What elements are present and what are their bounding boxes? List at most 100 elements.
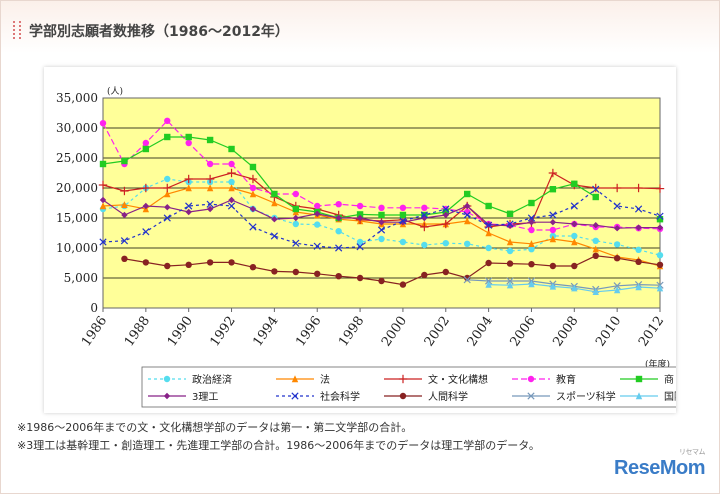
marker-part — [99, 238, 107, 246]
data-point — [377, 226, 386, 234]
marker-part — [291, 392, 299, 400]
data-point — [271, 268, 278, 275]
data-point — [463, 276, 471, 284]
data-point — [120, 237, 129, 245]
data-point — [356, 211, 364, 218]
marker-part — [527, 392, 535, 400]
legend-label: 国際教養 — [664, 390, 676, 403]
footnote-2: ※3理工は基幹理工・創造理工・先進理工学部の合計。1986〜2006年までのデー… — [17, 439, 540, 452]
data-point — [399, 281, 407, 288]
data-point — [335, 214, 342, 222]
legend-marker — [635, 392, 643, 400]
data-point — [592, 245, 599, 253]
data-point — [528, 246, 535, 253]
data-point — [142, 202, 150, 210]
data-point — [206, 160, 214, 168]
data-point — [549, 235, 557, 243]
data-point — [185, 202, 193, 210]
marker-part — [484, 221, 493, 229]
legend-label: 商 — [664, 373, 674, 386]
data-point — [292, 239, 300, 247]
marker-part — [227, 202, 236, 210]
data-point — [591, 183, 600, 193]
data-point — [249, 205, 257, 213]
data-point — [656, 284, 664, 292]
data-point — [292, 268, 300, 276]
data-point — [463, 190, 471, 198]
x-tick-label: 2010 — [593, 314, 624, 350]
x-tick-label: 1994 — [250, 314, 281, 350]
data-point — [271, 199, 278, 207]
legend-item: 国際教養 — [620, 390, 676, 403]
data-point — [421, 271, 428, 279]
data-point — [228, 160, 235, 168]
legend-item: スポーツ科学 — [512, 390, 616, 403]
data-point — [121, 157, 128, 165]
data-point — [399, 204, 407, 211]
marker-part — [270, 232, 279, 240]
logo-text: ReseMom — [614, 457, 705, 479]
x-tick-label: 1988 — [122, 314, 153, 350]
legend-label: 社会科学 — [320, 390, 360, 403]
data-point — [249, 223, 257, 231]
legend-label: 政治経済 — [192, 373, 232, 386]
data-point — [506, 247, 514, 255]
y-tick-label: 35,000 — [56, 91, 98, 105]
footnote-1: ※1986〜2006年までの文・文化構想学部のデータは第一・第二文学部の合計。 — [17, 421, 413, 434]
data-point — [463, 217, 471, 225]
series-7 — [99, 185, 664, 252]
marker-part — [399, 217, 407, 225]
data-point — [185, 133, 192, 141]
legend-marker — [399, 392, 407, 400]
data-point — [185, 261, 192, 268]
data-point — [656, 216, 664, 223]
marker-part — [142, 228, 150, 236]
legend-marker — [291, 392, 299, 400]
legend-label: 教育 — [556, 373, 576, 386]
data-point — [506, 260, 514, 267]
series-line — [102, 188, 661, 249]
x-tick-label: 2004 — [465, 314, 496, 350]
data-point — [485, 202, 492, 210]
data-point — [463, 202, 471, 210]
data-point — [142, 228, 150, 236]
data-point — [592, 288, 599, 295]
logo-sub: リセマム — [679, 449, 706, 456]
data-point — [335, 201, 342, 208]
plot-area — [103, 98, 660, 308]
data-point — [399, 238, 407, 246]
marker-part — [313, 242, 321, 250]
data-point — [420, 222, 429, 232]
data-point — [656, 212, 664, 220]
series-line — [102, 136, 597, 219]
data-point — [164, 117, 171, 124]
data-point — [292, 214, 300, 222]
data-point — [270, 232, 279, 240]
data-point — [634, 183, 643, 193]
marker-part — [613, 282, 621, 290]
data-point — [378, 219, 385, 226]
legend-marker — [527, 375, 535, 383]
data-point — [248, 174, 258, 184]
data-point — [142, 145, 150, 153]
header-accent — [13, 21, 21, 39]
data-point — [356, 238, 364, 246]
marker-part — [420, 211, 428, 219]
data-point — [164, 190, 171, 198]
legend-marker — [291, 375, 299, 383]
data-point — [206, 200, 214, 208]
data-point — [549, 226, 557, 234]
page-header: 学部別志願者数推移（1986〜2012年） — [1, 1, 719, 53]
data-point — [120, 186, 129, 196]
data-point — [292, 190, 300, 198]
data-point — [314, 202, 321, 210]
legend-item: 社会科学 — [276, 390, 360, 403]
line-chart: 0 5,000 10,000 15,000 20,000 25,000 30,000 35,0… — [56, 86, 676, 408]
x-tick-label: 2006 — [507, 314, 538, 350]
data-point — [163, 214, 171, 222]
data-point — [613, 282, 621, 290]
data-point — [421, 204, 428, 211]
marker-part — [120, 237, 129, 245]
marker-part — [335, 244, 343, 252]
marker-part — [463, 276, 471, 284]
